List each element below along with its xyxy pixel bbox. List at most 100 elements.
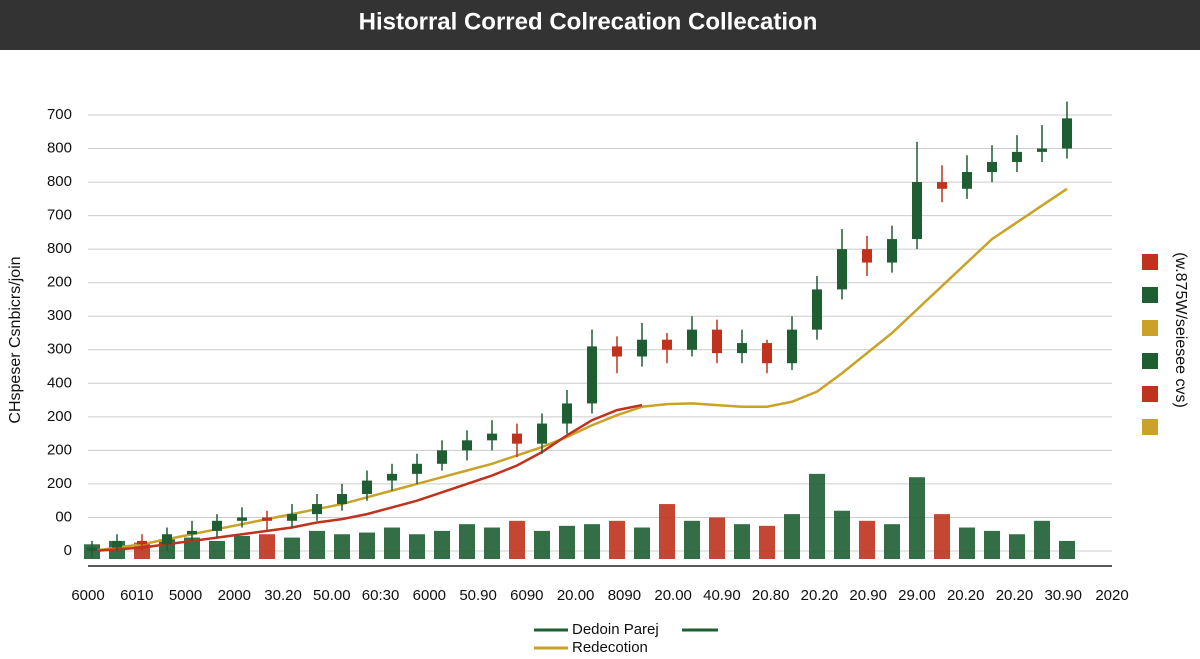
side-swatch (1142, 287, 1158, 303)
volume-bar (659, 504, 675, 559)
side-swatch (1142, 254, 1158, 270)
candle-body (687, 329, 697, 350)
candle-body (87, 547, 97, 551)
y-tick-label: 0 (64, 542, 72, 559)
candle-body (862, 249, 872, 263)
volume-bar (934, 514, 950, 559)
candle-body (1062, 118, 1072, 149)
x-tick-label: 8090 (608, 587, 641, 604)
volume-bar (884, 524, 900, 559)
candle-body (1037, 148, 1047, 152)
x-tick-label: 20.00 (557, 587, 595, 604)
volume-bar (859, 520, 875, 559)
x-tick-label: 50.00 (313, 587, 351, 604)
volume-bar (809, 473, 825, 559)
title-bar (0, 0, 1200, 50)
x-tick-label: 30.90 (1044, 587, 1082, 604)
x-tick-label: 60:30 (362, 587, 400, 604)
y-tick-label: 800 (47, 173, 72, 190)
candle-body (262, 517, 272, 521)
candle-body (1012, 151, 1022, 162)
volume-bar (1009, 534, 1025, 559)
x-tick-label: 40.90 (703, 587, 741, 604)
volume-bar (634, 527, 650, 559)
x-tick-label: 50.90 (459, 587, 497, 604)
candle-body (912, 182, 922, 240)
volume-bar (734, 524, 750, 559)
legend-label: Dedoin Parej (572, 621, 659, 638)
candle-body (662, 339, 672, 350)
x-tick-label: 20.20 (801, 587, 839, 604)
y-tick-label: 700 (47, 106, 72, 123)
y-tick-label: 200 (47, 408, 72, 425)
candle-body (387, 473, 397, 481)
candle-body (362, 480, 372, 494)
candle-body (437, 450, 447, 464)
legend-label: Redecotion (572, 639, 648, 654)
x-tick-label: 6090 (510, 587, 543, 604)
candle-body (537, 423, 547, 444)
y-tick-label: 00 (55, 508, 72, 525)
candle-body (762, 343, 772, 364)
candle-body (412, 463, 422, 474)
candle-body (737, 343, 747, 354)
x-tick-label: 6010 (120, 587, 153, 604)
candle-body (837, 249, 847, 290)
candle-body (187, 530, 197, 535)
volume-bar (959, 527, 975, 559)
candle-body (787, 329, 797, 364)
volume-bar (709, 517, 725, 559)
volume-bar (384, 527, 400, 559)
volume-bar (834, 510, 850, 559)
x-tick-label: 2000 (218, 587, 251, 604)
volume-bar (334, 534, 350, 559)
volume-bar (459, 524, 475, 559)
x-tick-label: 20.80 (752, 587, 790, 604)
side-swatch (1142, 419, 1158, 435)
candle-body (587, 346, 597, 404)
candle-body (337, 493, 347, 505)
candle-body (712, 329, 722, 354)
y-tick-label: 200 (47, 441, 72, 458)
volume-bar (684, 520, 700, 559)
volume-bar (984, 530, 1000, 559)
candle-body (212, 520, 222, 531)
volume-bar (284, 537, 300, 559)
volume-bar (309, 530, 325, 559)
candle-body (287, 514, 297, 521)
y-axis-label: CHspeser Csnbicrs/join (7, 256, 24, 423)
x-tick-label: 20.20 (996, 587, 1034, 604)
candle-body (562, 403, 572, 424)
candle-body (112, 540, 122, 548)
x-tick-label: 20.00 (654, 587, 692, 604)
candle-body (937, 182, 947, 189)
x-tick-label: 30.20 (264, 587, 302, 604)
candle-body (162, 534, 172, 545)
y-tick-label: 700 (47, 207, 72, 224)
side-swatch (1142, 320, 1158, 336)
candle-body (887, 239, 897, 263)
y2-axis-label: (w.875W/seiesee cvs) (1172, 252, 1189, 408)
candle-body (137, 540, 147, 545)
x-tick-label: 6000 (71, 587, 104, 604)
x-tick-label: 6000 (413, 587, 446, 604)
y-tick-label: 200 (47, 274, 72, 291)
volume-bar (434, 530, 450, 559)
y-tick-label: 300 (47, 307, 72, 324)
volume-bar (234, 535, 250, 559)
candle-body (237, 517, 247, 521)
x-tick-label: 29.00 (898, 587, 936, 604)
volume-bar (559, 525, 575, 559)
candle-body (462, 440, 472, 451)
volume-bar (1059, 540, 1075, 559)
y-tick-label: 300 (47, 341, 72, 358)
volume-bar (534, 530, 550, 559)
y-tick-label: 800 (47, 140, 72, 157)
candle-body (487, 433, 497, 441)
volume-bar (484, 527, 500, 559)
volume-bar (1034, 520, 1050, 559)
chart-title: Historral Corred Colrecation Collecation (359, 8, 818, 35)
candle-body (512, 433, 522, 444)
